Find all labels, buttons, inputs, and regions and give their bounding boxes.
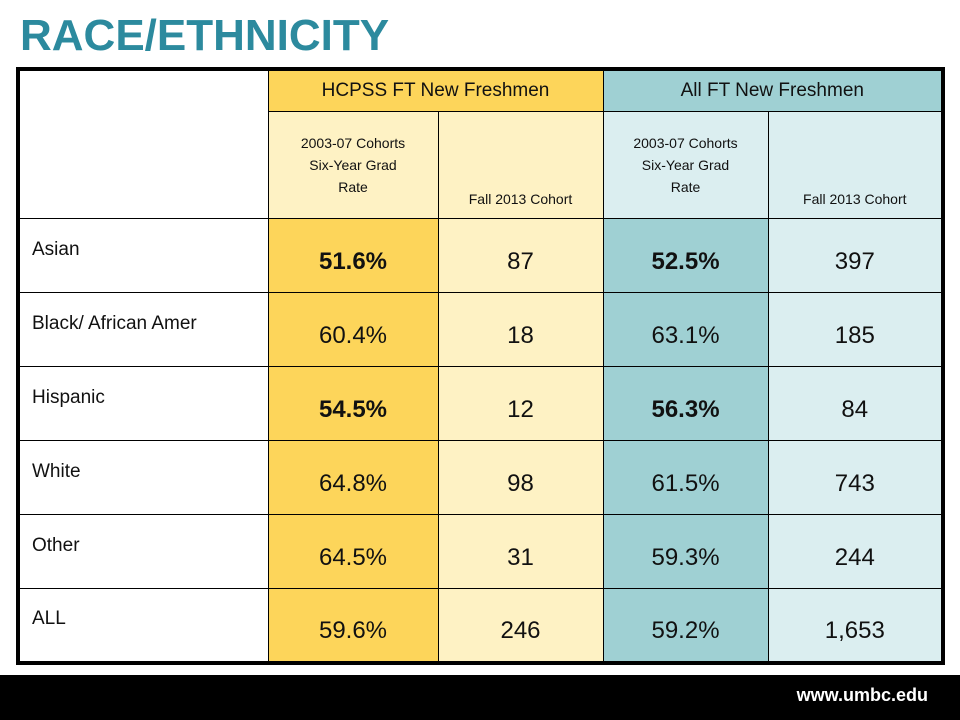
hcpss-rate-cell: 60.4% (267, 292, 439, 367)
hcpss-cohort-header: Fall 2013 Cohort (437, 111, 604, 219)
hcpss-rate-cell: 64.5% (267, 514, 439, 589)
all-cohort-cell: 1,653 (767, 588, 944, 663)
all-cohort-cell: 84 (767, 366, 944, 441)
all-cohort-cell: 244 (767, 514, 944, 589)
hcpss-rate-cell: 64.8% (267, 440, 439, 515)
all-cohort-cell: 185 (767, 292, 944, 367)
row-label: ALL (17, 588, 269, 663)
all-group-header: All FT New Freshmen (602, 68, 944, 112)
all-rate-header-line3: Rate (670, 179, 701, 195)
table-row: Black/ African Amer 60.4% 18 63.1% 185 (17, 292, 944, 367)
corner-cell (17, 68, 269, 219)
hcpss-rate-header-line1: 2003-07 Cohorts (300, 135, 406, 151)
all-rate-cell: 63.1% (602, 292, 769, 367)
hcpss-rate-cell: 59.6% (267, 588, 439, 663)
hcpss-cohort-cell: 246 (437, 588, 604, 663)
hcpss-cohort-cell: 31 (437, 514, 604, 589)
all-rate-header: 2003-07 Cohorts Six-Year Grad Rate (602, 111, 769, 219)
table-row: ALL 59.6% 246 59.2% 1,653 (17, 588, 944, 663)
all-rate-cell: 59.3% (602, 514, 769, 589)
hcpss-cohort-cell: 12 (437, 366, 604, 441)
footer-url: www.umbc.edu (796, 685, 928, 705)
hcpss-rate-cell: 51.6% (267, 218, 439, 293)
row-label: Black/ African Amer (17, 292, 269, 367)
all-rate-cell: 61.5% (602, 440, 769, 515)
row-label: Other (17, 514, 269, 589)
table-row: Asian 51.6% 87 52.5% 397 (17, 218, 944, 293)
all-cohort-cell: 397 (767, 218, 944, 293)
all-cohort-header: Fall 2013 Cohort (767, 111, 944, 219)
row-label: White (17, 440, 269, 515)
sub-header-row: 2003-07 Cohorts Six-Year Grad Rate Fall … (18, 111, 944, 219)
hcpss-rate-cell: 54.5% (267, 366, 439, 441)
hcpss-rate-header-line3: Rate (338, 179, 368, 195)
all-rate-cell: 56.3% (602, 366, 769, 441)
hcpss-rate-header: 2003-07 Cohorts Six-Year Grad Rate (267, 111, 439, 219)
hcpss-cohort-cell: 98 (437, 440, 604, 515)
group-header-row: HCPSS FT New Freshmen All FT New Freshme… (17, 68, 944, 219)
all-rate-cell: 52.5% (602, 218, 769, 293)
hcpss-cohort-cell: 18 (437, 292, 604, 367)
table-row: Hispanic 54.5% 12 56.3% 84 (17, 366, 944, 441)
hcpss-rate-header-line2: Six-Year Grad (309, 157, 397, 173)
all-cohort-cell: 743 (767, 440, 944, 515)
table-row: Other 64.5% 31 59.3% 244 (17, 514, 944, 589)
hcpss-group-header: HCPSS FT New Freshmen (267, 68, 604, 112)
table-row: White 64.8% 98 61.5% 743 (17, 440, 944, 515)
row-label: Asian (17, 218, 269, 293)
all-rate-header-line2: Six-Year Grad (641, 157, 730, 173)
page-title: RACE/ETHNICITY (20, 11, 390, 60)
hcpss-cohort-cell: 87 (437, 218, 604, 293)
all-rate-header-line1: 2003-07 Cohorts (633, 135, 738, 151)
row-label: Hispanic (17, 366, 269, 441)
footer-bar: www.umbc.edu (0, 675, 960, 720)
race-ethnicity-table: HCPSS FT New Freshmen All FT New Freshme… (16, 67, 946, 665)
all-rate-cell: 59.2% (602, 588, 769, 663)
